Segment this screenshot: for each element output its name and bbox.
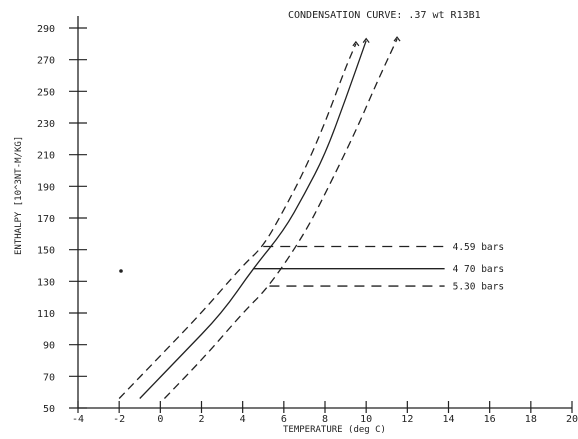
x-tick-label: -2: [113, 414, 125, 425]
y-axis-label: ENTHALPY [10^3NT-M/KG]: [14, 136, 24, 255]
y-tick-label: 210: [37, 151, 55, 162]
y-tick-label: 110: [37, 309, 55, 320]
series-curve: [118, 43, 357, 399]
y-tick-label: 90: [43, 341, 55, 352]
series-label: 4.59 bars: [453, 242, 504, 253]
x-tick-label: 18: [525, 414, 537, 425]
x-tick-label: 20: [566, 414, 578, 425]
y-tick-label: 290: [37, 24, 55, 35]
y-tick-label: 130: [37, 277, 55, 288]
series-label: 4 70 bars: [453, 264, 504, 275]
stray-dot-mark: [119, 269, 123, 273]
series-end-marker: [352, 40, 360, 47]
x-tick-label: 10: [360, 414, 372, 425]
y-tick-label: 190: [37, 182, 55, 193]
series-end-marker: [362, 37, 370, 44]
chart-title: CONDENSATION CURVE: .37 wt R13B1: [288, 10, 481, 21]
x-tick-label: 16: [484, 414, 496, 425]
y-tick-label: 70: [43, 372, 55, 383]
labels-group: 4.59 bars 4 70 bars 5.30 bars: [453, 242, 504, 293]
series-curve: [163, 38, 398, 399]
series-label: 5.30 bars: [453, 282, 504, 293]
series-end-marker: [393, 36, 401, 42]
y-tick-label: 170: [37, 214, 55, 225]
y-tick-label: 50: [43, 404, 55, 415]
x-tick-label: 8: [322, 414, 328, 425]
x-axis-label: TEMPERATURE (deg C): [283, 425, 386, 435]
x-tick-label: 2: [198, 414, 204, 425]
x-tick-label: 4: [240, 414, 246, 425]
y-tick-label: 230: [37, 119, 55, 130]
series-group: [118, 36, 445, 399]
x-tick-label: -4: [72, 414, 84, 425]
y-tick-label: 250: [37, 87, 55, 98]
x-tick-label: 12: [401, 414, 413, 425]
series-curve: [139, 40, 367, 399]
x-tick-label: 14: [442, 414, 454, 425]
y-tick-label: 270: [37, 56, 55, 67]
x-tick-label: 6: [281, 414, 287, 425]
x-tick-label: 0: [157, 414, 163, 425]
y-tick-label: 150: [37, 246, 55, 257]
